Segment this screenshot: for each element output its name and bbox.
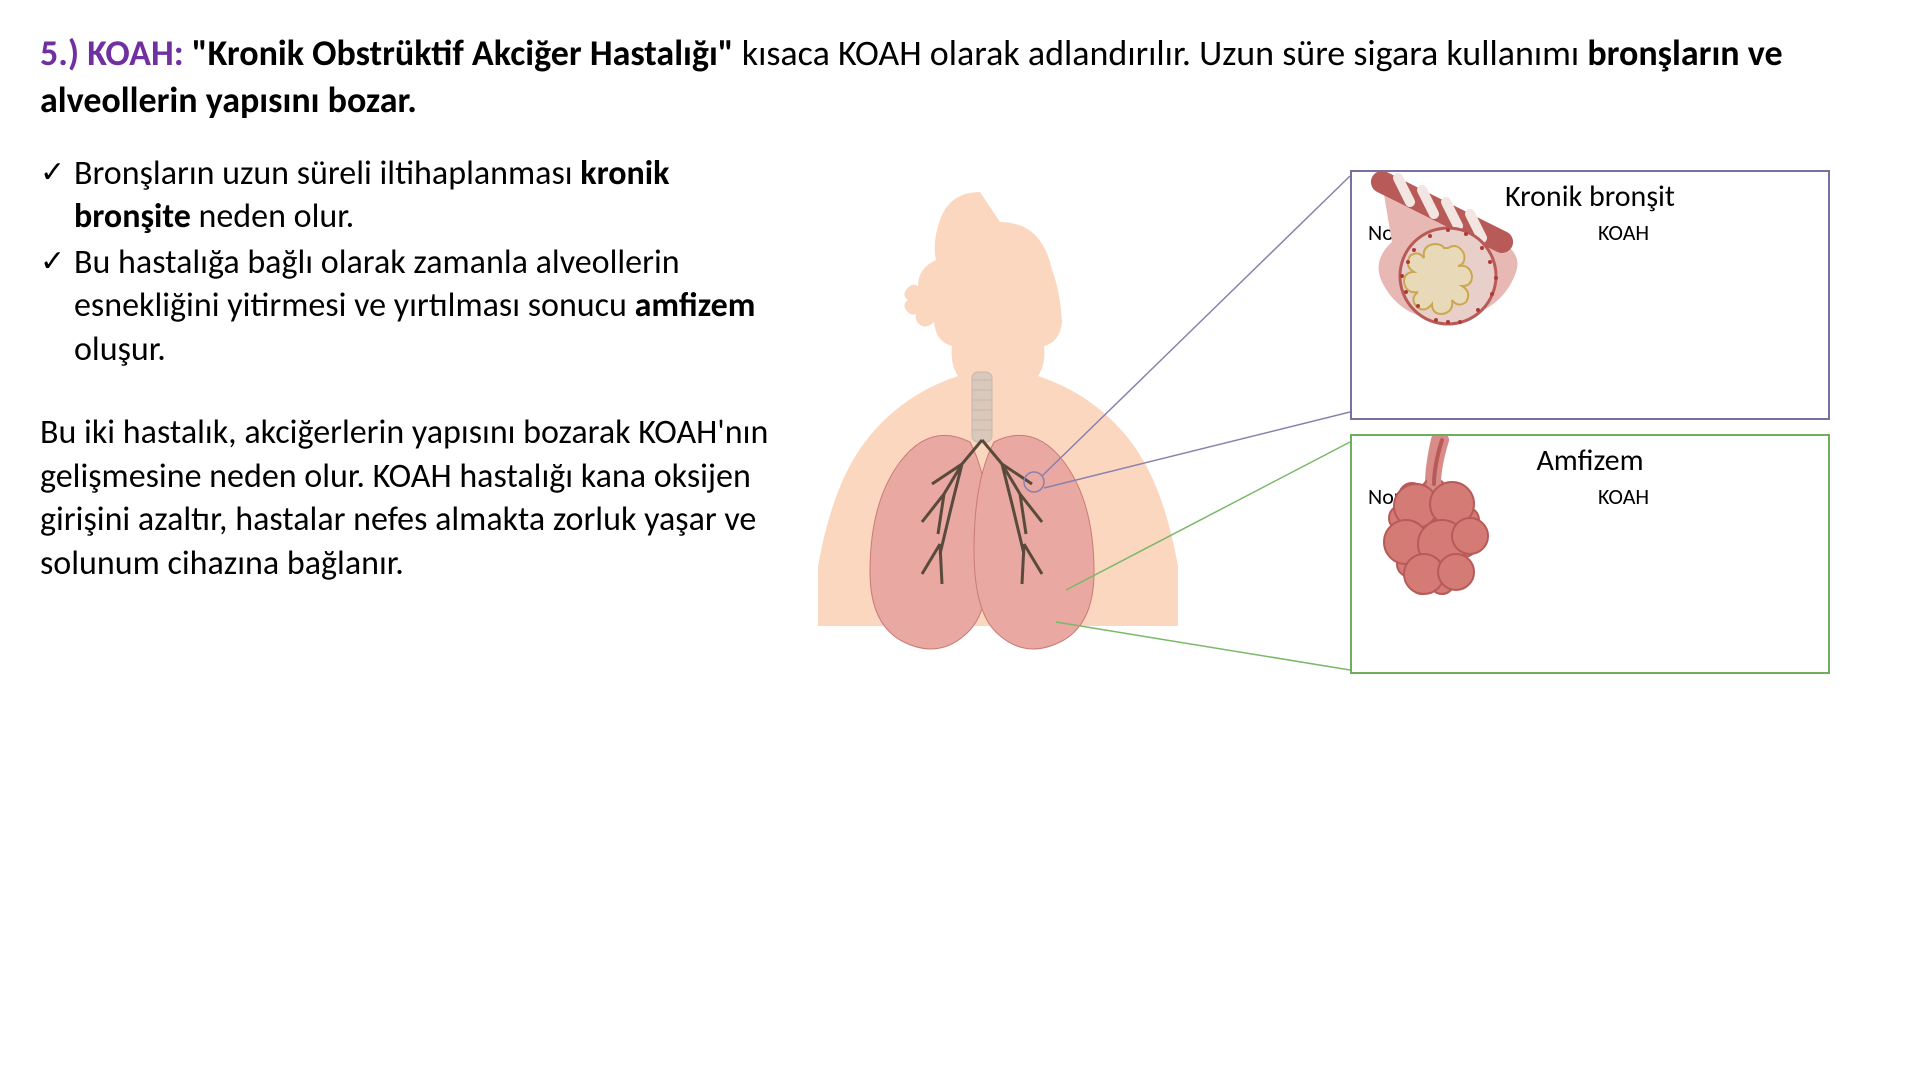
bronchus-koah-icon (1352, 172, 1532, 332)
check-icon: ✓ (40, 241, 74, 372)
cell-koah: KOAH (1590, 219, 1820, 250)
heading-mid: kısaca KOAH olarak adlandırılır. Uzun sü… (742, 31, 1588, 75)
bullet-text: Bu hastalığa bağlı olarak zamanla alveol… (74, 241, 780, 372)
cell-label: KOAH (1590, 483, 1820, 510)
heading-bold-1: "Kronik Obstrüktif Akciğer Hastalığı" (192, 31, 734, 75)
text-column: ✓ Bronşların uzun süreli iltihaplanması … (40, 152, 780, 692)
bullet-item: ✓ Bronşların uzun süreli iltihaplanması … (40, 152, 780, 239)
alveoli-koah-icon (1352, 436, 1512, 596)
bullet-item: ✓ Bu hastalığa bağlı olarak zamanla alve… (40, 241, 780, 372)
bullet-text: Bronşların uzun süreli iltihaplanması kr… (74, 152, 780, 239)
cell-koah: KOAH (1590, 483, 1820, 514)
heading: 5.) KOAH: "Kronik Obstrüktif Akciğer Has… (40, 30, 1880, 124)
check-icon: ✓ (40, 152, 74, 239)
panel-row: Normal (1352, 219, 1828, 258)
panel-bronchitis: Kronik bronşit Normal (1350, 170, 1830, 420)
paragraph: Bu iki hastalık, akciğerlerin yapısını b… (40, 411, 780, 585)
panel-emphysema: Amfizem Normal (1350, 434, 1830, 674)
cell-label: KOAH (1590, 219, 1820, 246)
heading-number: 5.) KOAH: (40, 31, 184, 75)
content-row: ✓ Bronşların uzun süreli iltihaplanması … (40, 152, 1880, 692)
diagram-column: Kronik bronşit Normal (790, 152, 1880, 692)
panel-row: Normal (1352, 483, 1828, 522)
